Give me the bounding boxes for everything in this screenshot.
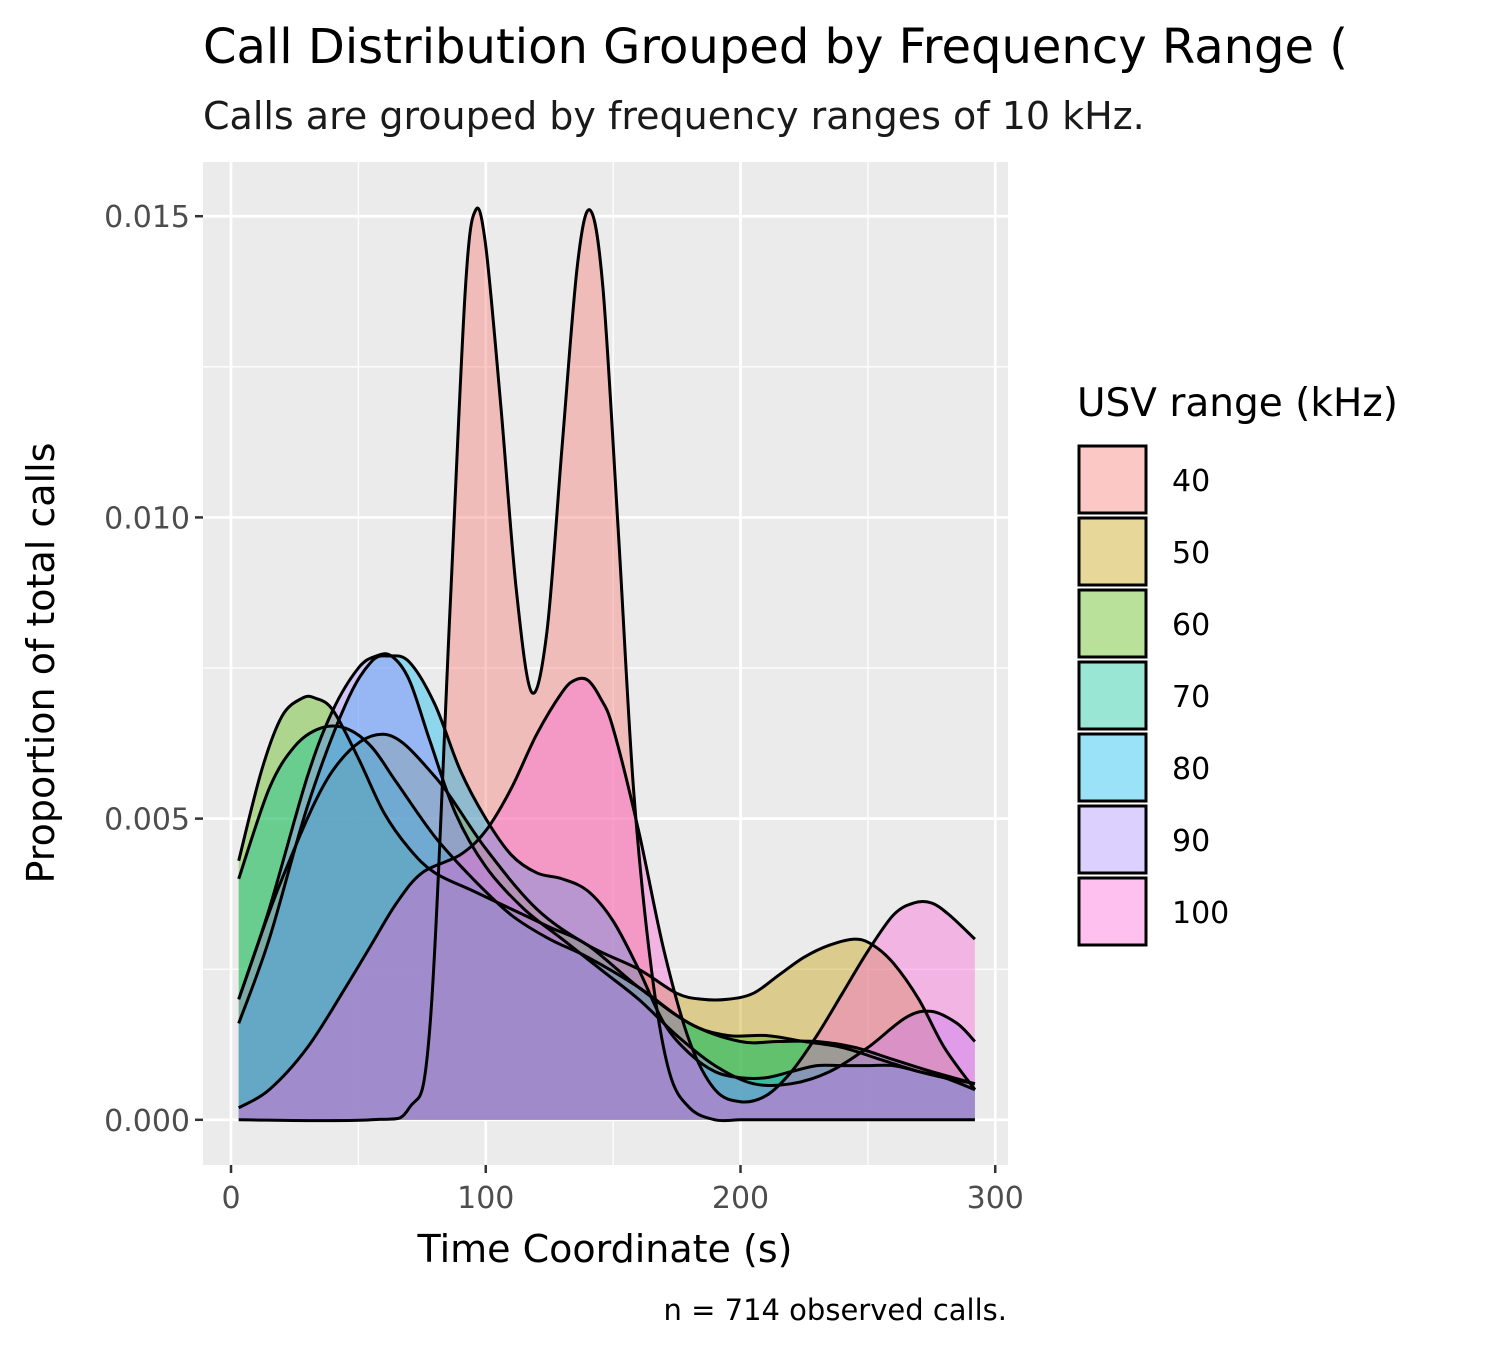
legend-label: 40 [1172,464,1210,499]
legend-item-40: 40 [1077,444,1210,515]
x-tick-label: 100 [457,1181,514,1216]
density-area-60 [238,696,975,1120]
density-area-100 [238,678,975,1120]
x-axis-title: Time Coordinate (s) [417,1227,793,1271]
y-tick-label: 0.005 [104,803,190,838]
legend-key-swatch [1077,588,1148,659]
legend-label: 50 [1172,536,1210,571]
legend-key-swatch [1077,732,1148,803]
density-areas [238,208,975,1121]
chart-subtitle: Calls are grouped by frequency ranges of… [203,94,1145,138]
legend-item-60: 60 [1077,588,1210,659]
density-outline-100 [237,676,976,1110]
legend-key-background [1079,518,1146,585]
legend-item-100: 100 [1077,876,1229,947]
legend-item-70: 70 [1077,660,1210,731]
legend-key-background [1079,878,1146,945]
density-outlines [237,206,977,1123]
legend-label: 70 [1172,680,1210,715]
legend-label: 90 [1172,824,1210,859]
legend: USV range (kHz) 40 50 60 70 80 90 100 [1077,381,1398,947]
density-area-40 [238,208,975,1121]
x-tick-label: 200 [712,1181,769,1216]
y-tick-label: 0.010 [104,501,190,536]
legend-key-background [1079,446,1146,513]
legend-label: 100 [1172,896,1229,931]
chart-title: Call Distribution Grouped by Frequency R… [203,19,1348,75]
legend-label: 60 [1172,608,1210,643]
density-area-90 [238,653,975,1120]
chart-caption: n = 714 observed calls. [664,1293,1008,1327]
legend-item-80: 80 [1077,732,1210,803]
legend-key-background [1079,590,1146,657]
y-axis-title: Proportion of total calls [19,443,63,884]
x-axis: 0 100 200 300 [221,1165,1024,1216]
legend-item-50: 50 [1077,516,1210,587]
legend-item-90: 90 [1077,804,1210,875]
density-outline-90 [237,652,976,1088]
y-tick-label: 0.015 [104,200,190,235]
legend-key-background [1079,662,1146,729]
legend-key-background [1079,806,1146,873]
legend-key-swatch [1077,660,1148,731]
density-area-50 [238,734,975,1120]
legend-key-background [1079,734,1146,801]
density-outline-60 [237,694,976,1086]
x-tick-label: 0 [221,1181,240,1216]
density-outline-50 [237,732,977,1091]
density-area-80 [238,655,975,1120]
density-outline-80 [237,654,976,1092]
y-tick-label: 0.000 [104,1104,190,1139]
legend-key-swatch [1077,444,1148,515]
density-outline-70 [237,724,976,1086]
legend-key-swatch [1077,876,1148,947]
legend-key-swatch [1077,516,1148,587]
legend-title: USV range (kHz) [1077,381,1398,426]
density-outline-40 [238,206,975,1123]
legend-label: 80 [1172,752,1210,787]
legend-key-swatch [1077,804,1148,875]
y-axis: 0.000 0.005 0.010 0.015 [104,200,203,1139]
density-area-70 [238,725,975,1120]
legend-items: 40 50 60 70 80 90 100 [1077,444,1229,947]
x-tick-label: 300 [967,1181,1024,1216]
